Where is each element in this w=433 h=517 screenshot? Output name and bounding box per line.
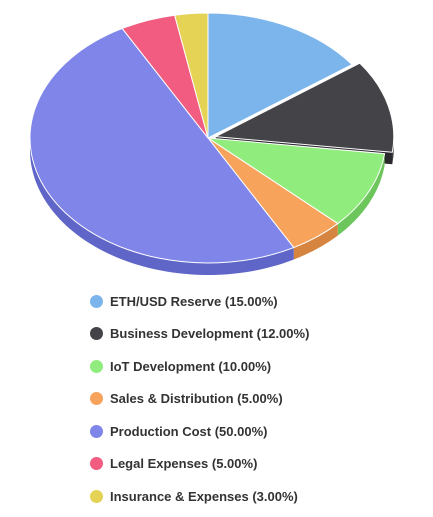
legend-label-iot-development: IoT Development (10.00%) — [110, 358, 272, 374]
legend-label-business-development: Business Development (12.00%) — [110, 326, 310, 342]
legend-item-legal-expenses[interactable]: Legal Expenses (5.00%) — [90, 448, 420, 481]
pie-side-production-cost — [30, 138, 294, 276]
legend-swatch-production-cost — [90, 424, 103, 438]
legend-label-eth-usd-reserve: ETH/USD Reserve (15.00%) — [110, 293, 278, 309]
pie-side-sales-distribution — [293, 223, 338, 260]
legend-item-eth-usd-reserve[interactable]: ETH/USD Reserve (15.00%) — [90, 285, 420, 318]
chart-legend: ETH/USD Reserve (15.00%) Business Develo… — [90, 285, 420, 513]
legend-label-sales-distribution: Sales & Distribution (5.00%) — [110, 391, 283, 407]
pie-chart — [29, 12, 395, 276]
pie-slice-production-cost[interactable] — [29, 27, 295, 264]
legend-swatch-business-development — [90, 327, 103, 341]
pie-side-iot-development — [337, 153, 385, 236]
legend-swatch-legal-expenses — [90, 457, 103, 471]
legend-item-business-development[interactable]: Business Development (12.00%) — [90, 318, 420, 351]
legend-item-insurance-expenses[interactable]: Insurance & Expenses (3.00%) — [90, 480, 420, 513]
legend-swatch-eth-usd-reserve — [90, 294, 103, 308]
legend-item-iot-development[interactable]: IoT Development (10.00%) — [90, 350, 420, 383]
legend-swatch-sales-distribution — [90, 392, 103, 406]
legend-swatch-insurance-expenses — [90, 489, 103, 503]
legend-item-sales-distribution[interactable]: Sales & Distribution (5.00%) — [90, 383, 420, 416]
legend-item-production-cost[interactable]: Production Cost (50.00%) — [90, 415, 420, 448]
legend-label-production-cost: Production Cost (50.00%) — [110, 423, 268, 439]
legend-label-legal-expenses: Legal Expenses (5.00%) — [110, 456, 258, 472]
pie-slice-insurance-expenses[interactable] — [174, 12, 209, 139]
pie-slice-business-development[interactable] — [215, 62, 395, 153]
legend-label-insurance-expenses: Insurance & Expenses (3.00%) — [110, 488, 298, 504]
pie-slice-eth-usd-reserve[interactable] — [207, 12, 353, 139]
pie-slice-iot-development[interactable] — [207, 137, 386, 225]
legend-swatch-iot-development — [90, 359, 103, 373]
